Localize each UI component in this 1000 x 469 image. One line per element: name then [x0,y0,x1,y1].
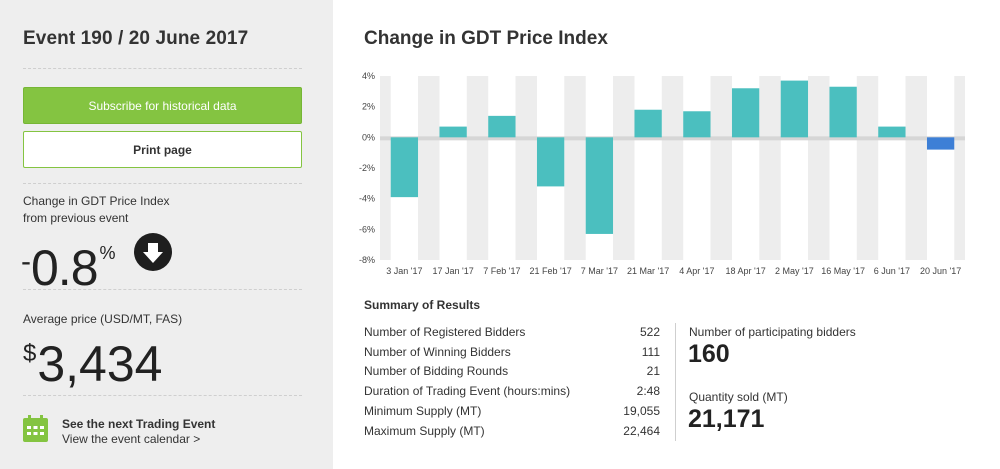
change-sign: - [21,245,31,278]
summary-table: Number of Registered Bidders 522 Number … [364,322,660,441]
bar [780,80,809,138]
bar [683,111,711,138]
quantity-sold-value: 21,171 [688,405,765,433]
summary-row-minimum-supply: Minimum Supply (MT) 19,055 [364,401,660,421]
chart-title: Change in GDT Price Index [364,28,608,49]
y-tick-label: -4% [359,194,375,204]
quantity-sold-label: Quantity sold (MT) [689,390,788,404]
average-price-number: 3,434 [37,336,163,392]
summary-row-duration: Duration of Trading Event (hours:mins) 2… [364,381,660,401]
summary-row-label: Maximum Supply (MT) [364,423,485,438]
x-tick-label: 18 Apr '17 [726,266,766,276]
change-label-line2: from previous event [23,211,129,225]
summary-row-label: Number of Registered Bidders [364,324,526,339]
summary-row-maximum-supply: Maximum Supply (MT) 22,464 [364,421,660,441]
x-tick-label: 3 Jan '17 [386,266,422,276]
x-tick-label: 6 Jun '17 [874,266,910,276]
bar [390,137,419,198]
y-tick-label: 4% [362,71,375,81]
bar [439,126,467,138]
column-band [926,76,955,260]
calendar-icon [23,415,48,442]
bar [926,137,955,150]
x-tick-label: 21 Mar '17 [627,266,669,276]
change-label: Change in GDT Price Index from previous … [23,193,223,227]
participating-bidders-value: 160 [688,340,730,368]
divider [23,183,302,184]
y-tick-label: 0% [362,132,375,142]
bar [829,86,857,138]
x-tick-label: 16 May '17 [821,266,865,276]
participating-bidders-label: Number of participating bidders [689,325,856,339]
summary-row-registered-bidders: Number of Registered Bidders 522 [364,322,660,342]
x-tick-label: 7 Mar '17 [581,266,618,276]
plot-background [380,76,965,260]
sidebar: Event 190 / 20 June 2017 Subscribe for h… [0,0,333,469]
y-tick-label: 2% [362,102,375,112]
summary-row-label: Number of Bidding Rounds [364,364,509,379]
bar [731,88,760,138]
summary-row-label: Minimum Supply (MT) [364,404,482,419]
bar [585,137,614,234]
column-band [878,76,906,260]
summary-row-value: 21 [646,364,660,379]
x-tick-label: 7 Feb '17 [483,266,520,276]
x-tick-label: 17 Jan '17 [432,266,473,276]
price-index-chart: 4% 2% 0% -2% -4% -6% -8% 3 Jan '17 17 Jan '17 7 F… [359,71,965,276]
bar [536,137,565,187]
divider [23,289,302,290]
zero-line [380,136,965,141]
change-label-line1: Change in GDT Price Index [23,194,170,208]
divider [23,395,302,396]
y-tick-label: -8% [359,255,375,265]
column-band [634,76,662,260]
x-tick-label: 20 Jun '17 [920,266,961,276]
next-event-title: See the next Trading Event [62,417,216,431]
currency-symbol: $ [23,340,37,367]
change-unit: % [99,243,116,263]
bar [878,126,906,138]
subscribe-button[interactable]: Subscribe for historical data [23,87,302,124]
x-tick-label: 2 May '17 [775,266,814,276]
y-tick-label: -6% [359,224,375,234]
event-title: Event 190 / 20 June 2017 [23,28,249,49]
column-band [439,76,467,260]
column-band [683,76,711,260]
bar [634,109,662,138]
change-number: 0.8 [31,240,99,296]
average-price-label: Average price (USD/MT, FAS) [23,312,183,326]
x-tick-label: 21 Feb '17 [530,266,572,276]
summary-row-label: Duration of Trading Event (hours:mins) [364,384,571,399]
average-price-value: $3,434 [23,326,162,392]
column-band [488,76,516,260]
summary-row-value: 22,464 [623,423,660,438]
event-calendar-link[interactable]: View the event calendar > [62,432,201,446]
summary-row-label: Number of Winning Bidders [364,344,511,359]
summary-row-value: 19,055 [623,404,660,419]
summary-row-value: 2:48 [636,384,660,399]
summary-row-winning-bidders: Number of Winning Bidders 111 [364,342,660,362]
change-value: -0.8% [21,225,116,296]
summary-title: Summary of Results [364,298,481,312]
summary-divider [675,323,676,441]
summary-row-value: 522 [639,324,660,339]
print-page-button[interactable]: Print page [23,131,302,168]
down-arrow-icon [134,233,172,271]
bar [488,115,516,138]
divider [23,68,302,69]
x-tick-label: 4 Apr '17 [679,266,714,276]
summary-row-value: 111 [641,344,660,359]
y-tick-label: -2% [359,163,375,173]
summary-row-bidding-rounds: Number of Bidding Rounds 21 [364,362,660,382]
